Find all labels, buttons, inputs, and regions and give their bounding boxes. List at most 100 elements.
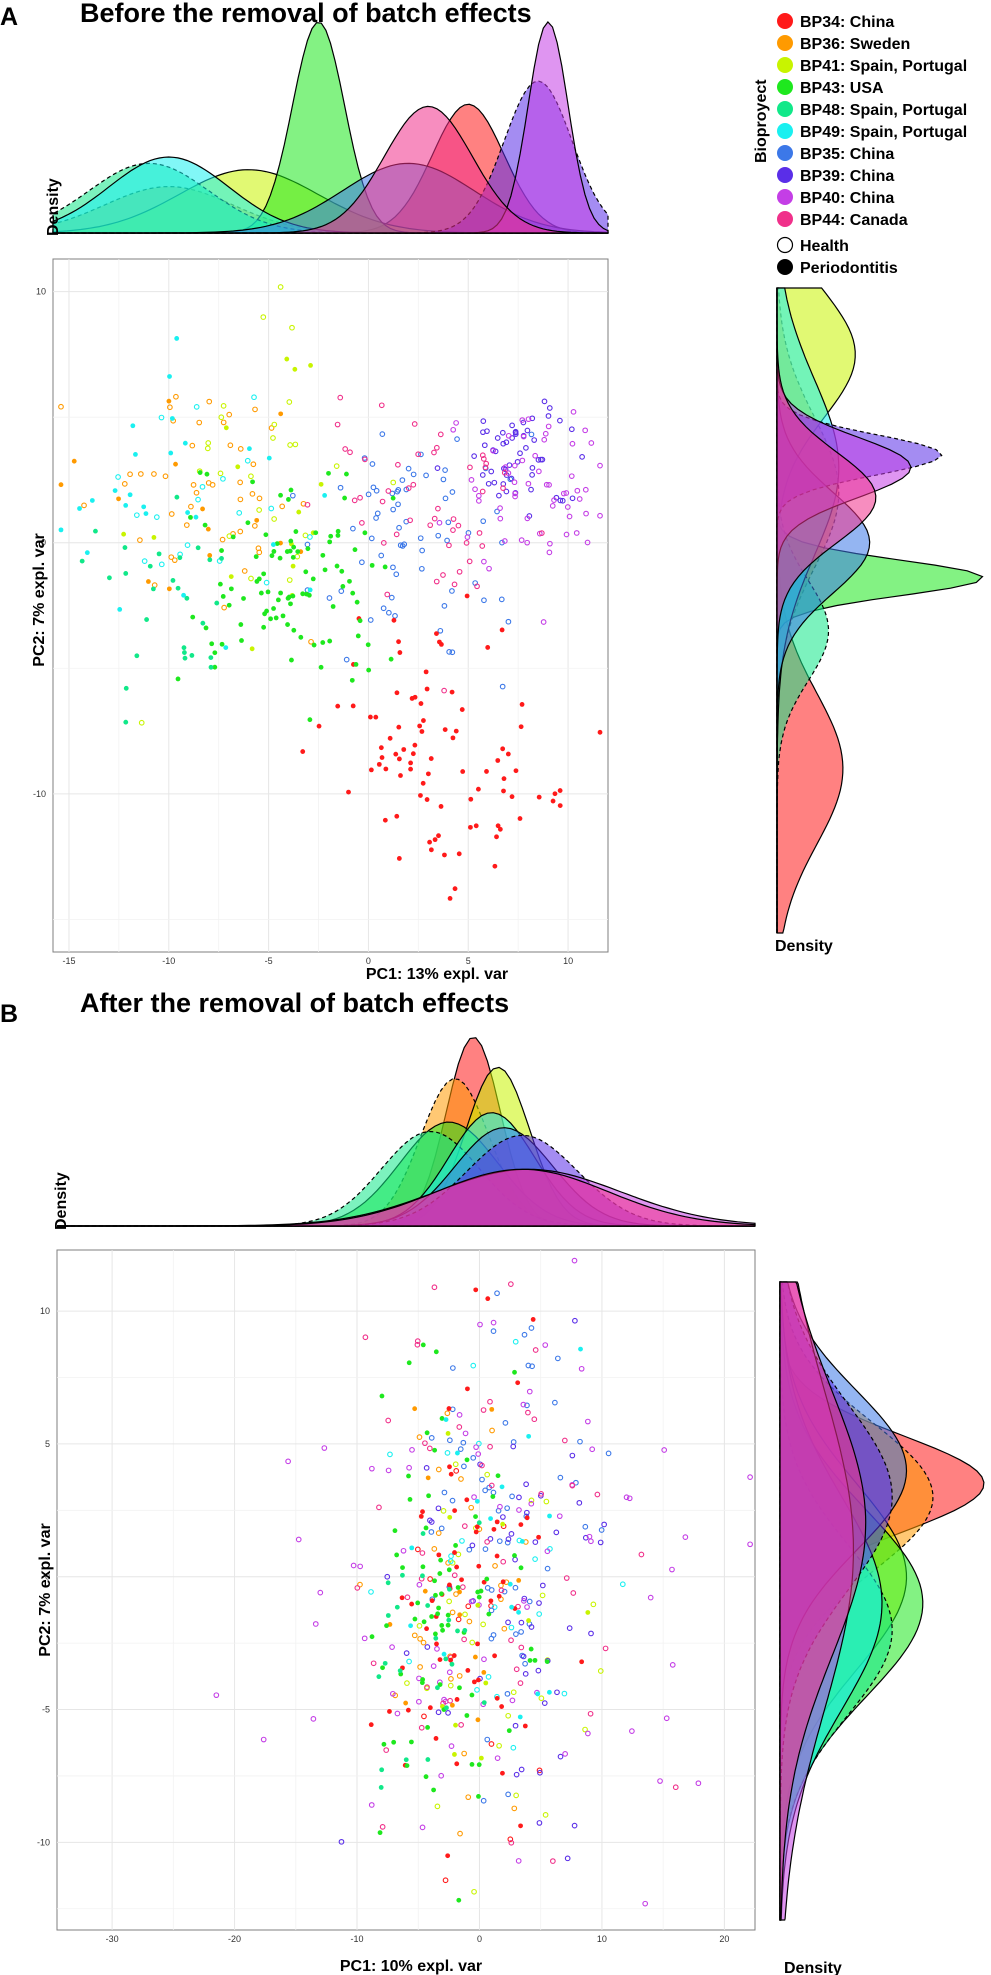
point-bp35-health	[509, 1493, 515, 1500]
point-bp49-periodontitis	[441, 1651, 447, 1657]
point-bp44-health	[569, 1482, 576, 1489]
point-bp34-periodontitis	[485, 1296, 491, 1302]
point-bp48-periodontitis	[147, 563, 153, 569]
point-bp40-health	[669, 1662, 676, 1668]
point-bp40-health	[472, 486, 478, 493]
point-bp36-health	[444, 1410, 451, 1417]
point-bp34-periodontitis	[464, 593, 470, 599]
point-bp39-health	[536, 1600, 542, 1606]
point-bp40-health	[295, 1536, 302, 1543]
point-bp40-health	[585, 1730, 591, 1737]
point-bp35-health	[410, 471, 417, 478]
point-bp48-periodontitis	[208, 655, 214, 660]
point-bp34-periodontitis	[485, 645, 491, 650]
point-bp39-health	[545, 413, 552, 419]
legend-entry-bp48: BP48: Spain, Portugal	[777, 101, 967, 119]
legend-entry-health: Health	[776, 236, 849, 255]
point-bp35-health	[423, 472, 429, 479]
point-bp39-health	[535, 457, 542, 463]
point-bp35-health	[498, 596, 505, 603]
point-bp44-health	[410, 481, 417, 488]
point-bp40-health	[574, 487, 581, 494]
point-bp43-periodontitis	[349, 677, 355, 683]
point-bp49-health	[368, 1589, 374, 1595]
point-bp34-health	[455, 1616, 462, 1623]
x-tick-label: 20	[719, 1934, 729, 1944]
point-bp40-health	[511, 479, 518, 486]
point-bp49-periodontitis	[499, 1484, 505, 1490]
point-bp41-health	[447, 1682, 454, 1689]
point-bp43-periodontitis	[431, 1787, 436, 1793]
point-bp34-periodontitis	[442, 727, 448, 733]
legend-label-bp34: BP34: China	[800, 14, 894, 31]
point-bp41-health	[484, 1471, 491, 1478]
point-bp34-periodontitis	[350, 703, 356, 709]
point-bp39-health	[518, 1619, 525, 1626]
point-bp44-health	[354, 1585, 361, 1591]
point-bp40-health	[516, 1507, 522, 1513]
point-bp44-health	[337, 394, 344, 401]
point-bp44-health	[587, 1710, 594, 1717]
point-bp44-health	[461, 1636, 467, 1643]
point-bp43-periodontitis	[407, 1496, 413, 1502]
point-bp43-periodontitis	[484, 1576, 490, 1582]
point-bp41-periodontitis	[290, 563, 296, 569]
point-bp39-health	[528, 1624, 535, 1630]
point-bp34-periodontitis	[518, 1522, 524, 1528]
point-bp41-health	[462, 1611, 468, 1618]
point-bp49-health	[459, 1538, 465, 1544]
point-bp48-periodontitis	[446, 1617, 452, 1623]
point-bp40-health	[525, 416, 532, 423]
point-bp36-health	[279, 503, 286, 510]
legend-swatch-bp36	[777, 35, 793, 51]
point-bp41-health	[471, 1888, 477, 1895]
point-bp36-periodontitis	[472, 1654, 478, 1660]
point-bp40-health	[543, 481, 550, 488]
point-bp36-health	[196, 419, 203, 426]
point-bp43-periodontitis	[384, 1623, 389, 1629]
point-bp40-health	[542, 1342, 549, 1348]
point-bp43-periodontitis	[344, 471, 349, 477]
point-bp34-periodontitis	[557, 788, 563, 793]
point-bp34-periodontitis	[476, 1563, 482, 1569]
point-bp34-periodontitis	[491, 1526, 497, 1532]
point-bp43-periodontitis	[409, 1739, 414, 1745]
point-bp44-health	[484, 1539, 490, 1545]
point-bp40-health	[511, 462, 518, 469]
point-bp34-periodontitis	[513, 768, 519, 774]
point-bp40-health	[419, 1824, 426, 1831]
point-bp35-health	[526, 1598, 533, 1605]
point-bp40-health	[556, 1513, 563, 1520]
point-bp49-health	[115, 474, 121, 480]
point-bp49-health	[268, 505, 275, 512]
point-bp40-health	[524, 515, 531, 522]
point-bp49-periodontitis	[181, 592, 186, 598]
point-bp35-health	[389, 490, 396, 497]
point-bp39-health	[523, 1509, 530, 1516]
point-bp44-health	[480, 456, 487, 462]
point-bp44-health	[479, 452, 486, 459]
point-bp43-periodontitis	[220, 594, 226, 599]
point-bp34-periodontitis	[550, 798, 556, 804]
point-bp40-health	[310, 1715, 317, 1722]
point-bp40-health	[524, 539, 531, 546]
legend-swatch-bp41	[777, 57, 793, 73]
point-bp43-periodontitis	[406, 1360, 412, 1366]
point-bp44-health	[380, 540, 387, 546]
point-bp44-health	[487, 1443, 493, 1450]
point-bp34-periodontitis	[473, 1287, 479, 1293]
point-bp44-health	[357, 494, 363, 501]
point-bp43-periodontitis	[335, 528, 341, 534]
point-bp34-periodontitis	[420, 1509, 425, 1515]
point-bp34-periodontitis	[468, 824, 473, 830]
density-right-bp44	[776, 288, 877, 933]
point-bp35-health	[386, 609, 392, 616]
point-bp49-periodontitis	[169, 416, 175, 421]
density-top-bp44	[57, 1168, 756, 1227]
point-bp40-health	[438, 1772, 445, 1779]
point-bp39-health	[559, 497, 566, 504]
point-bp44-health	[347, 449, 353, 456]
point-bp34-periodontitis	[398, 773, 403, 778]
point-bp41-health	[217, 470, 224, 477]
point-bp40-health	[663, 1715, 670, 1722]
